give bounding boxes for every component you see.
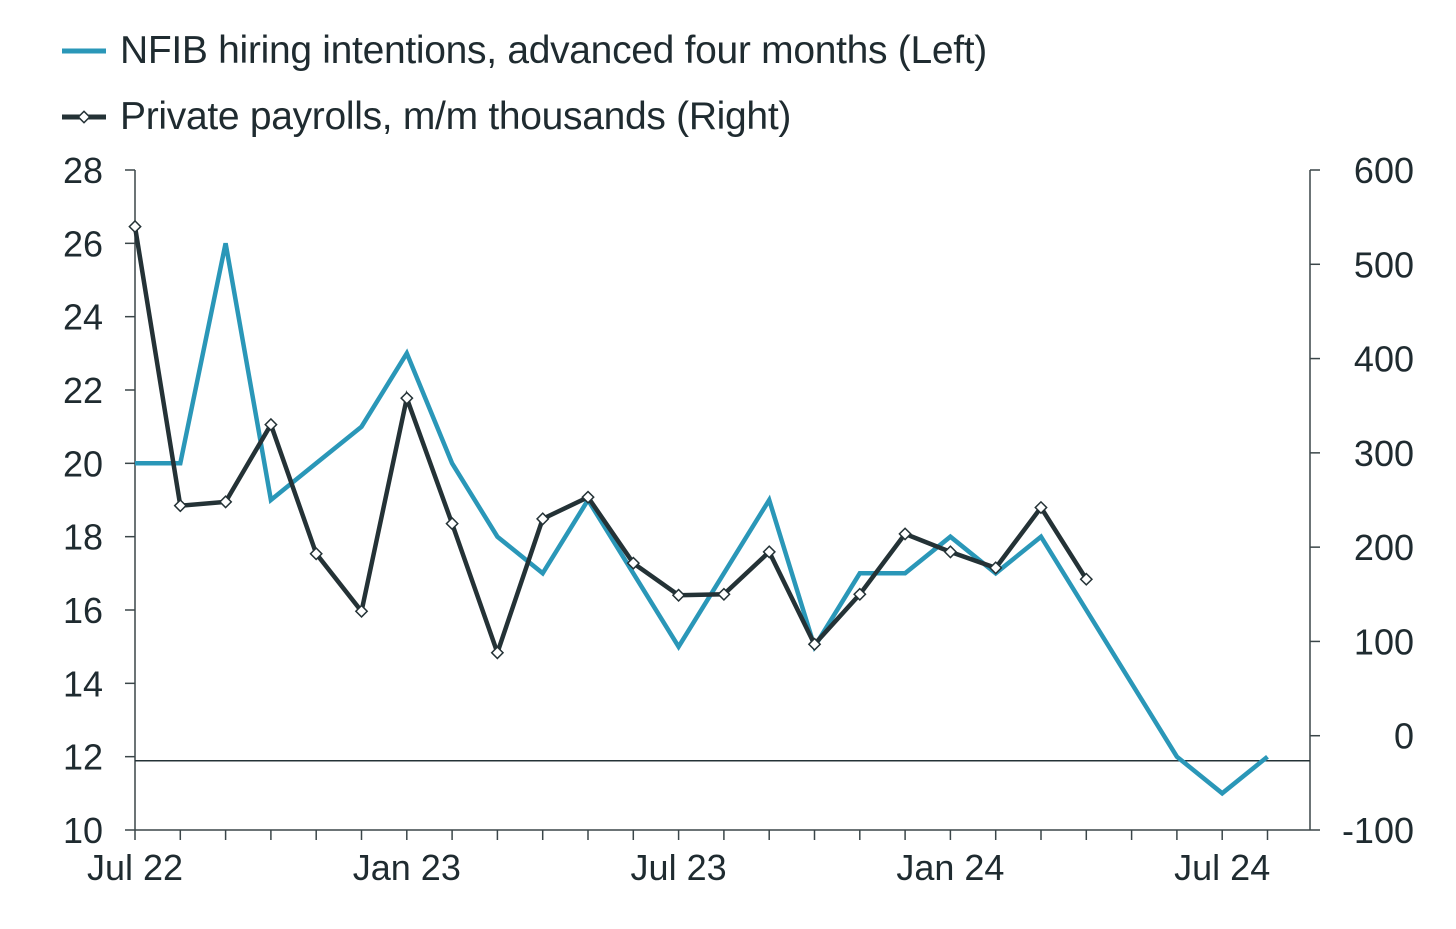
x-tick-label: Jul 23 [631,847,727,888]
legend-swatch-payrolls [62,110,106,124]
payrolls-point-marker [671,588,686,602]
payrolls-point-marker [354,604,369,618]
payrolls-point-marker [490,646,505,660]
tick-labels: 10 12 14 16 18 20 22 24 26 28 -100 0 100 200 300 400 500… [63,150,1414,888]
payrolls-point-marker [536,512,550,526]
left-tick-label: 18 [63,517,103,558]
payrolls-point-marker [581,490,595,504]
x-tick-label: Jul 22 [87,847,183,888]
x-tick-label: Jul 24 [1174,847,1270,888]
left-tick-label: 16 [63,590,103,631]
legend-label-nfib: NFIB hiring intentions, advanced four mo… [120,29,987,72]
right-tick-label: -100 [1342,810,1414,851]
left-tick-label: 10 [63,810,103,851]
payrolls-point-marker [1034,500,1048,515]
payrolls-point-marker [173,498,188,513]
series-layer [128,219,1269,797]
payrolls-point-marker [626,556,641,570]
payrolls-point-marker [400,391,414,405]
legend-item-payrolls: Private payrolls, m/m thousands (Right) [62,84,987,150]
x-tick-label: Jan 23 [353,847,461,888]
left-tick-label: 20 [63,443,103,484]
left-tick-label: 28 [63,150,103,191]
right-tick-label: 100 [1354,621,1414,662]
left-tick-label: 26 [63,223,103,264]
left-tick-label: 24 [63,297,103,338]
legend-label-payrolls: Private payrolls, m/m thousands (Right) [120,95,792,138]
payrolls-series-line [132,226,1089,660]
payrolls-point-marker [988,561,1003,575]
payrolls-point-marker [898,527,912,541]
right-tick-label: 600 [1354,150,1414,191]
left-tick-label: 14 [63,663,103,704]
payrolls-point-marker [309,547,323,561]
payrolls-point-marker [445,516,459,531]
right-tick-label: 0 [1394,716,1414,757]
right-tick-label: 200 [1354,527,1414,568]
payrolls-point-marker [762,545,776,559]
x-tick-label: Jan 24 [896,847,1004,888]
chart-axes [125,169,1320,840]
payrolls-point-marker [717,587,731,602]
payrolls-point-marker [264,417,278,432]
left-tick-label: 22 [63,370,103,411]
left-tick-label: 12 [63,737,103,778]
payrolls-point-marker [218,495,233,509]
payrolls-point-marker [1079,572,1094,586]
payrolls-point-marker [128,219,142,234]
legend-swatch-nfib [62,48,106,54]
legend-item-nfib: NFIB hiring intentions, advanced four mo… [62,18,987,84]
payrolls-point-marker [853,587,867,602]
right-tick-label: 400 [1354,339,1414,380]
chart-legend: NFIB hiring intentions, advanced four mo… [62,18,987,150]
payrolls-point-marker [943,545,958,559]
right-tick-label: 300 [1354,433,1414,474]
right-tick-label: 500 [1354,244,1414,285]
payrolls-point-marker [807,637,822,651]
nfib-series-line [135,242,1269,797]
